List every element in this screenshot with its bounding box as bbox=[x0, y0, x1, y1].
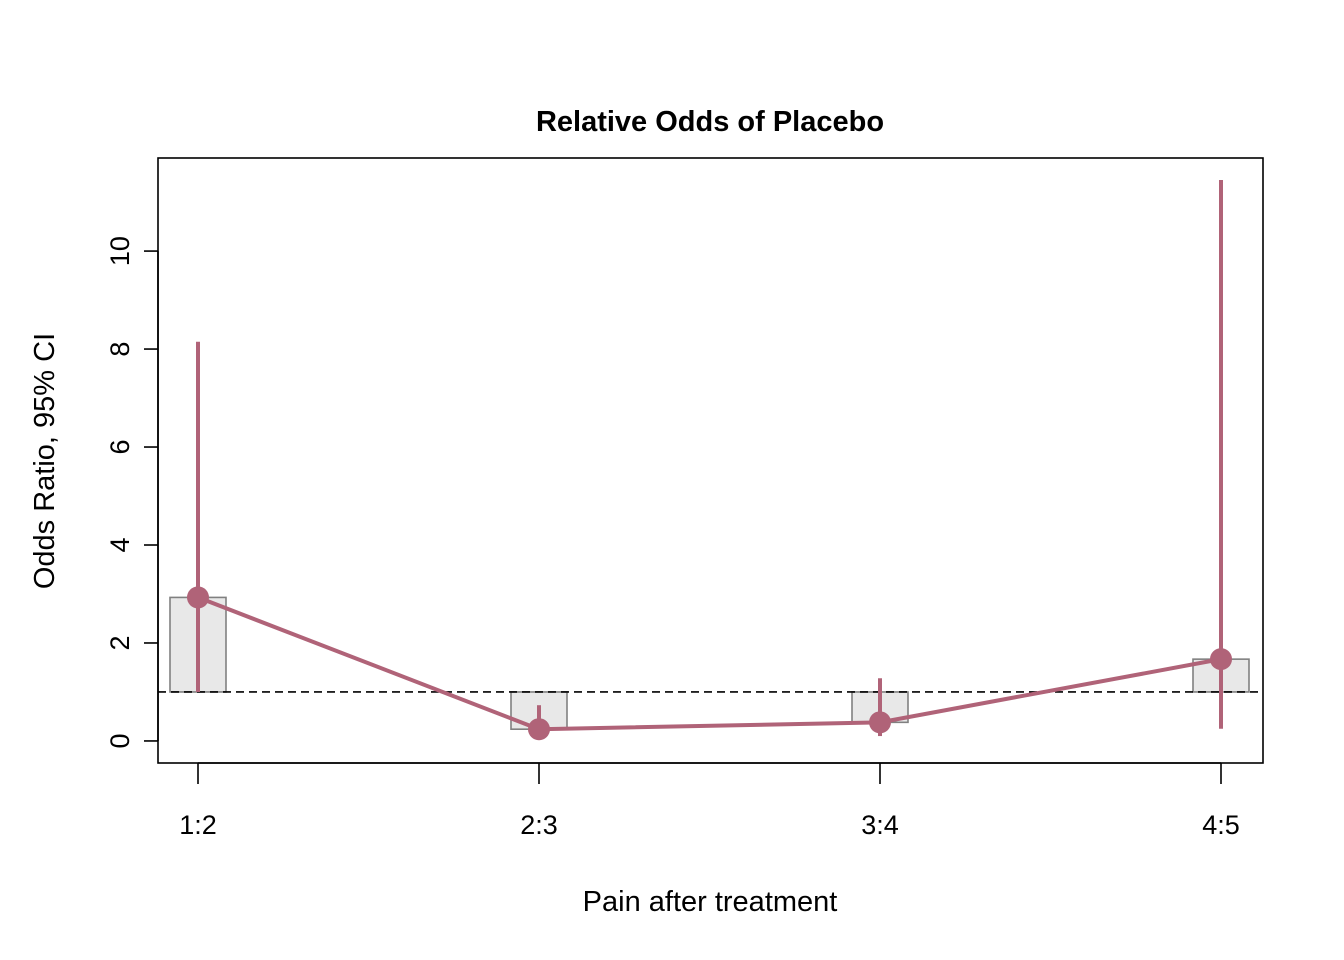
y-tick-label: 0 bbox=[105, 733, 135, 748]
chart-title: Relative Odds of Placebo bbox=[536, 106, 884, 138]
plot-frame bbox=[157, 157, 1264, 764]
y-axis: 0 2 4 6 8 10 bbox=[105, 236, 159, 748]
y-axis-label: Odds Ratio, 95% CI bbox=[29, 333, 61, 589]
point-3:4 bbox=[869, 711, 891, 734]
series-line bbox=[197, 595, 1222, 732]
ci-layer bbox=[196, 180, 1223, 737]
x-tick-label: 1:2 bbox=[179, 810, 217, 840]
point-1:2 bbox=[187, 586, 209, 609]
x-tick-label: 2:3 bbox=[520, 810, 558, 840]
bars-layer bbox=[169, 596, 1250, 730]
point-4:5 bbox=[1210, 648, 1232, 671]
y-tick-label: 6 bbox=[105, 440, 135, 455]
x-axis: 1:2 2:3 3:4 4:5 bbox=[179, 762, 1240, 840]
points-layer bbox=[187, 586, 1232, 741]
x-axis-label: Pain after treatment bbox=[583, 886, 838, 918]
y-tick-label: 10 bbox=[105, 236, 135, 266]
y-tick-label: 4 bbox=[105, 537, 135, 552]
y-tick-label: 8 bbox=[105, 342, 135, 357]
y-tick-label: 2 bbox=[105, 635, 135, 650]
x-tick-label: 4:5 bbox=[1202, 810, 1240, 840]
x-tick-label: 3:4 bbox=[861, 810, 899, 840]
point-2:3 bbox=[528, 718, 550, 741]
